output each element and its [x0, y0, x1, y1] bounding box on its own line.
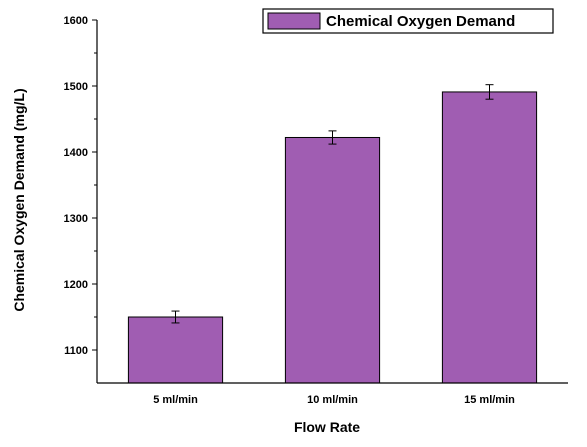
y-tick-label: 1600 — [64, 15, 88, 27]
legend-swatch — [267, 12, 321, 30]
y-tick-label: 1300 — [64, 213, 88, 225]
bar — [127, 316, 224, 384]
x-tick-label: 15 ml/min — [464, 394, 515, 406]
bar — [441, 91, 538, 384]
bar — [284, 136, 381, 384]
x-axis-title: Flow Rate — [294, 419, 360, 435]
error-bars-layer — [171, 84, 494, 324]
x-axis: 5 ml/min 10 ml/min 15 ml/min — [97, 382, 568, 406]
y-tick-label: 1100 — [64, 345, 88, 357]
legend: Chemical Oxygen Demand — [262, 8, 554, 34]
x-tick-label: 10 ml/min — [307, 394, 358, 406]
y-tick-label: 1200 — [64, 279, 88, 291]
y-tick-label: 1500 — [64, 81, 88, 93]
y-axis-title: Chemical Oxygen Demand (mg/L) — [11, 88, 27, 311]
y-axis: 1100 1200 1300 1400 1500 1600 — [64, 15, 98, 383]
y-tick-label: 1400 — [64, 147, 88, 159]
legend-label: Chemical Oxygen Demand — [326, 13, 515, 30]
x-tick-label: 5 ml/min — [153, 394, 198, 406]
